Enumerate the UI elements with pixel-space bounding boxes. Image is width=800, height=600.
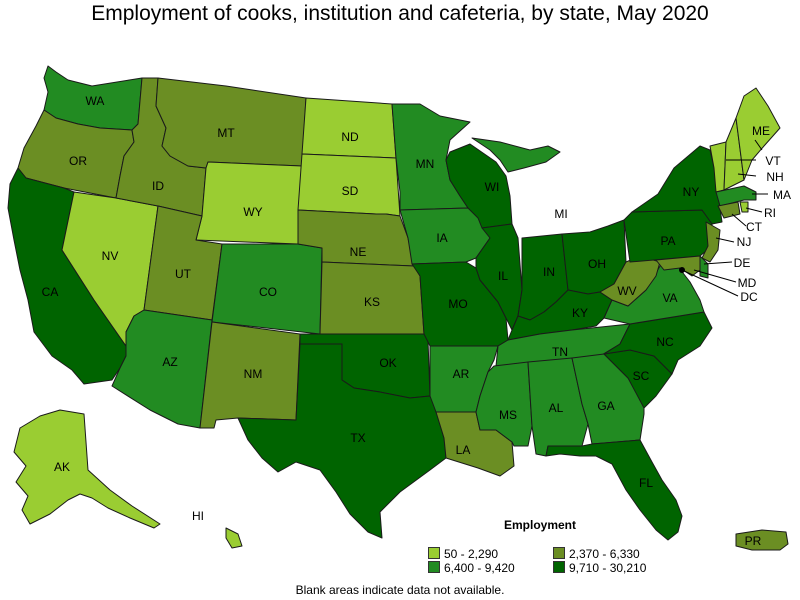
label-co: CO	[259, 285, 277, 299]
label-ct: CT	[746, 220, 763, 234]
label-ne: NE	[350, 245, 367, 259]
label-mi: MI	[554, 207, 567, 221]
label-vt: VT	[765, 154, 781, 168]
label-pa: PA	[660, 234, 675, 248]
state-labels: WA OR CA NV ID MT WY UT AZ CO NM ND SD N…	[42, 94, 791, 548]
label-dc: DC	[740, 290, 758, 304]
label-wi: WI	[485, 180, 500, 194]
label-wy: WY	[243, 205, 262, 219]
state-mt[interactable]	[155, 77, 307, 169]
state-me[interactable]	[735, 87, 781, 181]
legend-title: Employment	[504, 518, 577, 532]
label-ky: KY	[572, 306, 588, 320]
legend-label-4: 9,710 - 30,210	[569, 561, 647, 575]
label-ks: KS	[364, 295, 380, 309]
label-in: IN	[543, 265, 555, 279]
state-fl[interactable]	[545, 439, 683, 541]
label-la: LA	[456, 443, 471, 457]
label-al: AL	[549, 401, 564, 415]
label-pr: PR	[745, 534, 762, 548]
label-ar: AR	[453, 367, 470, 381]
label-ut: UT	[175, 267, 192, 281]
legend-item-1: 50 - 2,290	[428, 547, 498, 561]
label-tx: TX	[350, 431, 365, 445]
label-nh: NH	[766, 170, 783, 184]
legend-swatch-4	[553, 561, 565, 573]
label-me: ME	[752, 124, 770, 138]
label-mo: MO	[448, 297, 467, 311]
label-oh: OH	[588, 257, 606, 271]
label-ga: GA	[597, 399, 614, 413]
legend-label-1: 50 - 2,290	[444, 547, 499, 561]
legend-swatch-2	[553, 547, 565, 559]
label-ma: MA	[773, 188, 791, 202]
label-ri: RI	[764, 206, 776, 220]
state-wv[interactable]	[599, 255, 661, 307]
state-nc[interactable]	[603, 311, 713, 375]
state-nd[interactable]	[301, 97, 397, 159]
label-mn: MN	[416, 157, 435, 171]
legend-swatch-1	[428, 547, 440, 559]
label-wa: WA	[86, 94, 105, 108]
label-il: IL	[498, 269, 508, 283]
legend-item-2: 2,370 - 6,330	[553, 547, 640, 561]
label-va: VA	[662, 291, 677, 305]
legend-label-2: 2,370 - 6,330	[569, 547, 640, 561]
label-sc: SC	[633, 369, 650, 383]
state-ri[interactable]	[739, 201, 749, 213]
label-sd: SD	[342, 184, 359, 198]
state-ct[interactable]	[717, 201, 741, 219]
label-tn: TN	[552, 345, 568, 359]
label-ca: CA	[42, 285, 59, 299]
label-or: OR	[69, 154, 87, 168]
label-ia: IA	[436, 231, 447, 245]
label-de: DE	[734, 256, 751, 270]
state-ak[interactable]	[13, 409, 161, 529]
label-ak: AK	[54, 460, 70, 474]
footnote: Blank areas indicate data not available.	[295, 583, 505, 597]
state-wy[interactable]	[195, 161, 303, 245]
legend-item-4: 9,710 - 30,210	[553, 561, 646, 575]
label-id: ID	[152, 179, 164, 193]
legend-item-3: 6,400 - 9,420	[428, 561, 515, 575]
label-ok: OK	[379, 356, 396, 370]
label-ny: NY	[683, 185, 700, 199]
label-az: AZ	[162, 355, 177, 369]
label-nd: ND	[341, 130, 359, 144]
label-ms: MS	[499, 408, 517, 422]
legend-swatch-3	[428, 561, 440, 573]
map-title: Employment of cooks, institution and caf…	[91, 2, 709, 25]
label-nm: NM	[244, 367, 263, 381]
label-leader-lines	[681, 139, 768, 297]
legend: Employment 50 - 2,290 2,370 - 6,330 6,40…	[428, 518, 648, 578]
state-hi[interactable]	[225, 527, 243, 549]
label-nc: NC	[656, 335, 674, 349]
state-pr[interactable]	[735, 529, 789, 551]
label-hi: HI	[192, 509, 204, 523]
state-mi[interactable]	[471, 137, 561, 173]
label-mt: MT	[217, 126, 235, 140]
label-nv: NV	[102, 249, 119, 263]
state-il[interactable]	[475, 223, 523, 331]
label-md: MD	[738, 276, 757, 290]
label-wv: WV	[617, 284, 636, 298]
label-nj: NJ	[737, 235, 752, 249]
state-nj[interactable]	[701, 221, 721, 263]
legend-label-3: 6,400 - 9,420	[444, 561, 515, 575]
state-mo[interactable]	[411, 261, 509, 347]
label-fl: FL	[639, 476, 653, 490]
state-tx[interactable]	[237, 343, 447, 539]
